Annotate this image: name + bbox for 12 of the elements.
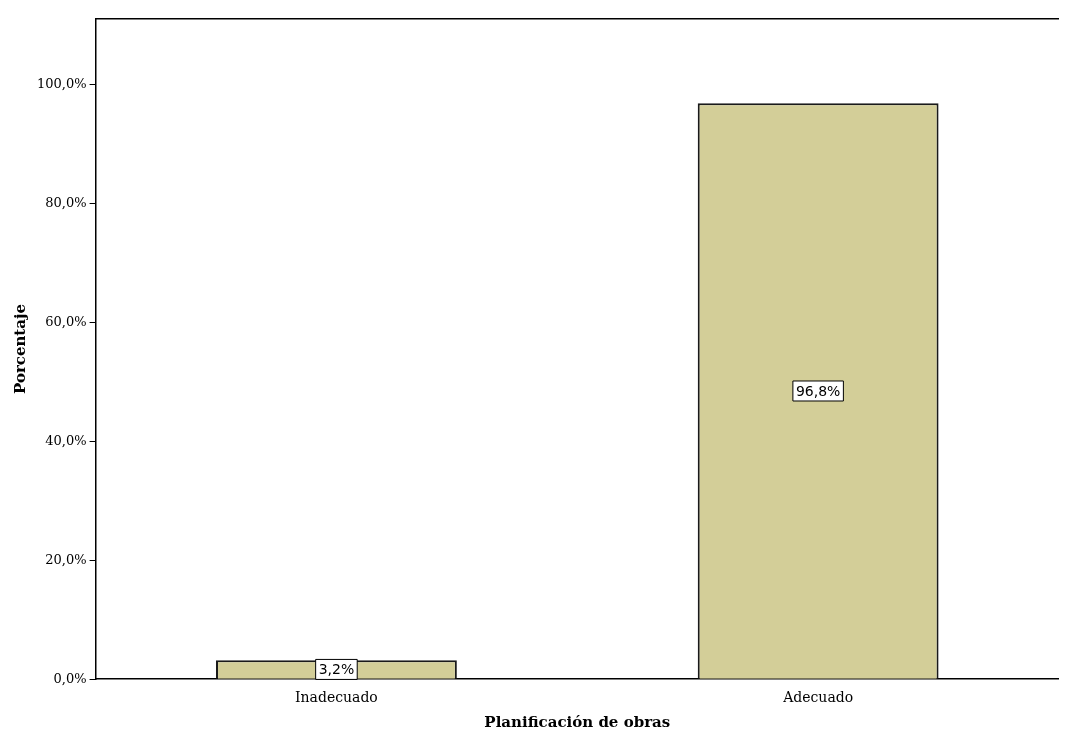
y-tick-label: 100,0%	[36, 75, 87, 91]
x-tick-label: Adecuado	[782, 689, 854, 706]
x-axis-title: Planificación de obras	[484, 712, 671, 731]
x-tick-label: Inadecuado	[295, 689, 378, 706]
data-label: 96,8%	[795, 382, 841, 399]
y-tick-label: 60,0%	[45, 313, 87, 329]
y-tick-label: 80,0%	[45, 194, 87, 210]
y-tick-label: 40,0%	[45, 432, 87, 448]
y-axis-title: Porcentaje	[10, 304, 29, 394]
data-label: 3,2%	[318, 661, 355, 678]
y-tick-label: 0,0%	[53, 670, 87, 686]
y-tick-label: 20,0%	[45, 551, 87, 567]
